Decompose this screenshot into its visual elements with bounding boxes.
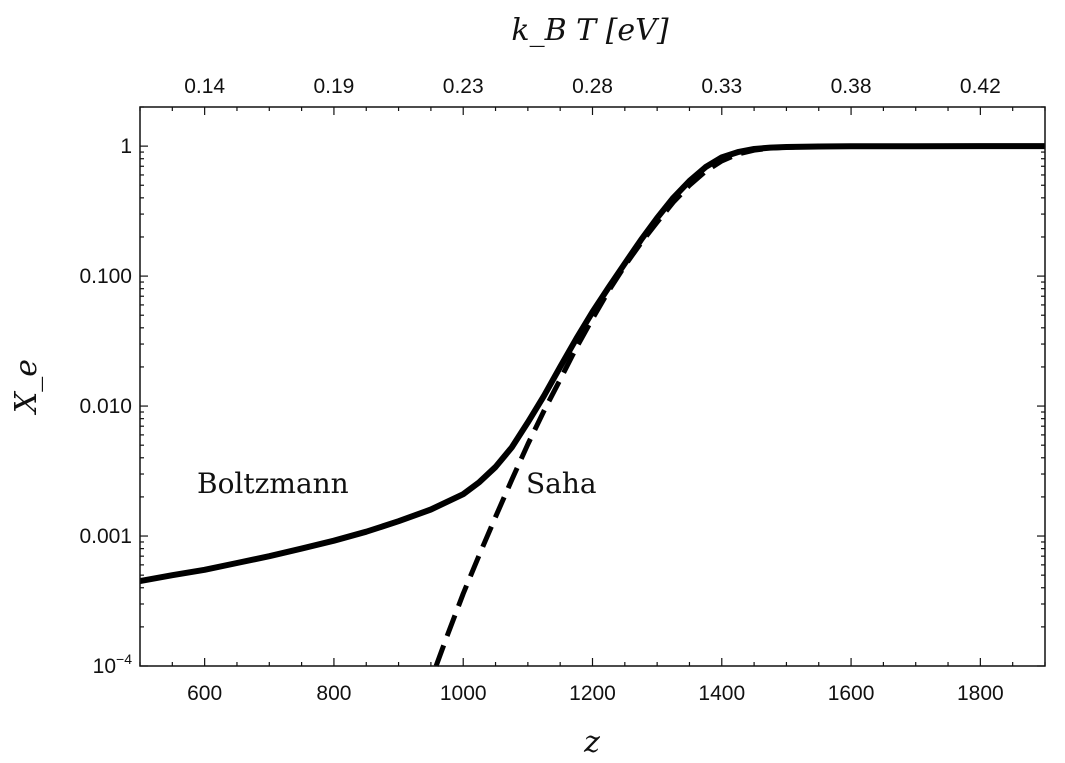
top-axis-ticks: 0.14 0.19 0.23 0.28 0.33 0.38 0.42 [139,75,1046,115]
y-tick-label: 10−4 [93,651,133,678]
top-tick-label: 0.19 [313,75,354,98]
x-tick-label: 600 [187,682,222,705]
y-tick-label: 0.100 [79,265,132,288]
bottom-axis-ticks: 600 800 1000 1200 1400 1600 1800 [139,658,1046,705]
x-axis-title: z [583,725,600,760]
series-line-saha [433,143,1045,667]
plot-frame [139,106,1046,667]
x-tick-label: 1200 [569,682,616,705]
x-tick-label: 1600 [828,682,875,705]
series-label-saha: Saha [526,467,597,500]
top-tick-label: 0.38 [831,75,872,98]
y-tick-label: 1 [120,135,132,158]
top-axis-title: k_B T [eV] [511,13,668,48]
x-tick-label: 1400 [698,682,745,705]
top-tick-label: 0.42 [960,75,1001,98]
top-tick-label: 0.14 [184,75,225,98]
y-axis-title: X_e [9,359,44,415]
x-tick-label: 800 [316,682,351,705]
y-tick-label: 0.010 [79,395,132,418]
y-tick-label: 0.001 [79,525,132,548]
top-tick-label: 0.33 [701,75,742,98]
series-layer [139,143,1045,667]
right-axis-ticks [1037,106,1045,667]
series-line-boltzmann [139,143,1045,585]
left-axis-ticks: 10−4 0.001 0.010 0.100 1 [79,106,148,678]
top-tick-label: 0.23 [443,75,484,98]
x-tick-label: 1000 [440,682,487,705]
series-label-boltzmann: Boltzmann [197,467,349,500]
x-tick-label: 1800 [957,682,1004,705]
top-tick-label: 0.28 [572,75,613,98]
